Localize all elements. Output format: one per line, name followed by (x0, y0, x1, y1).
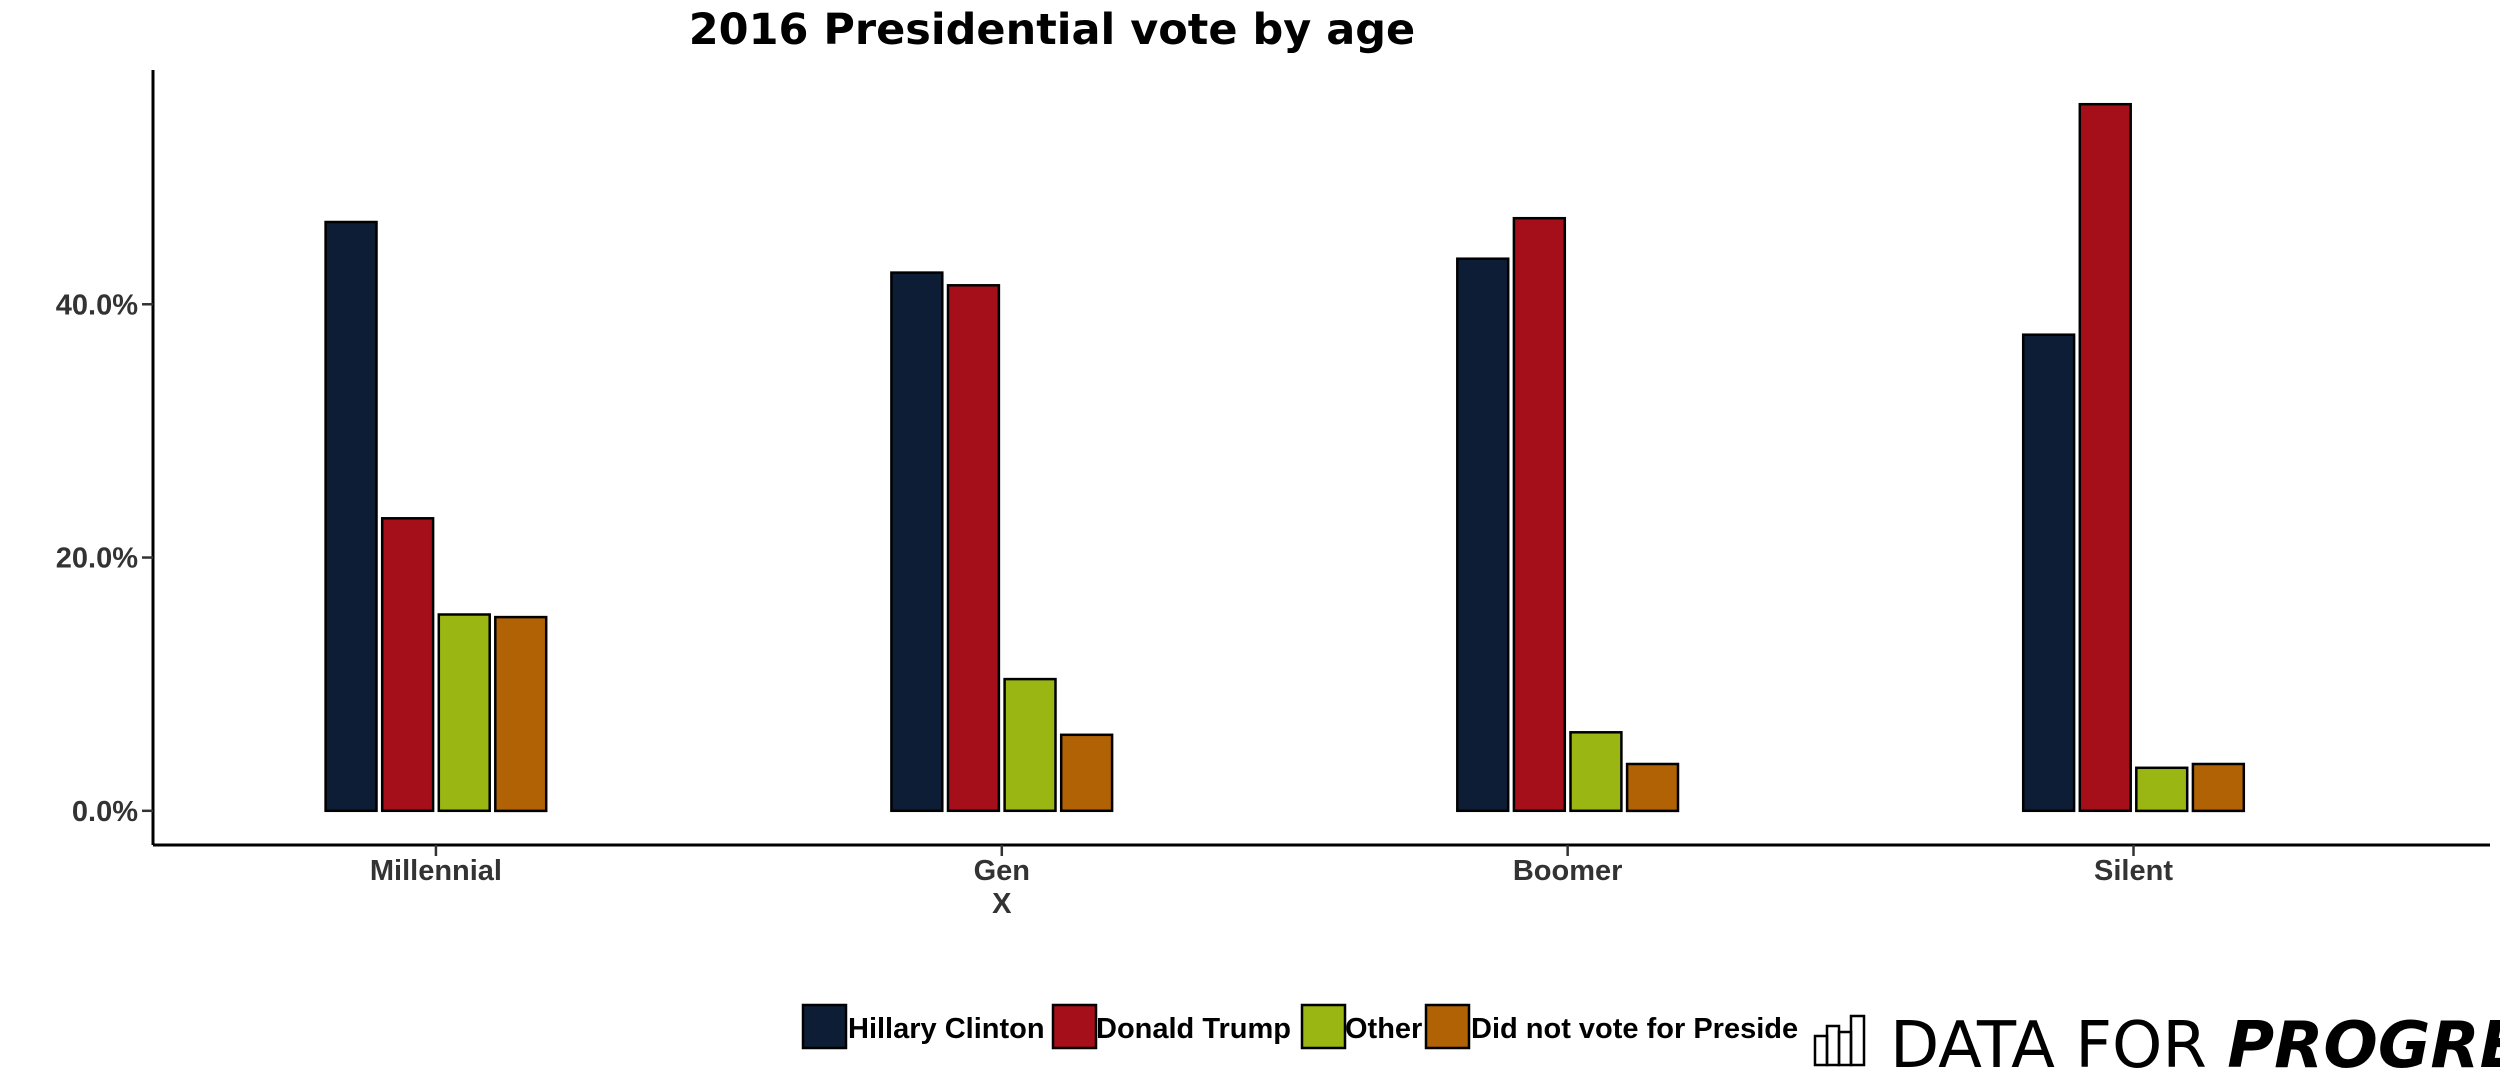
bar-boomer-donald-trump (1512, 216, 1567, 813)
x-tick-label: Millennial (370, 855, 502, 887)
legend-label: Did not vote for Preside (1471, 1013, 1798, 1045)
y-tick-label: 20.0% (56, 543, 138, 575)
brand-wordmark: DATA FOR PROGRESS (1890, 1009, 2500, 1079)
bar-silent-hillary-clinton (2021, 333, 2076, 813)
x-tick-label: Silent (2094, 855, 2173, 887)
bar-millennial-did-not-vote-for-president (494, 615, 548, 813)
x-tick-label: Boomer (1513, 855, 1623, 887)
bar-silent-did-not-vote-for-president (2191, 762, 2246, 813)
bar-boomer-hillary-clinton (1456, 257, 1510, 813)
legend-key-other (1300, 1003, 1347, 1050)
legend-key-did-not-vote-for-president (1424, 1003, 1471, 1050)
bar-silent-donald-trump (2078, 102, 2132, 813)
brand-text-strong: PROGRESS (2227, 1009, 2500, 1079)
bar-gen-x-did-not-vote-for-president (1059, 733, 1114, 813)
legend-key-donald-trump (1051, 1003, 1098, 1050)
legend-label: Donald Trump (1096, 1013, 1291, 1045)
bar-gen-x-donald-trump (946, 284, 1001, 813)
legend-label: Other (1345, 1013, 1422, 1045)
bar-boomer-did-not-vote-for-president (1625, 762, 1680, 813)
axes-layer: 0.0% 20.0% 40.0% Millennial Gen X Boomer Silent (56, 70, 2490, 920)
legend-key-hillary-clinton (801, 1003, 848, 1050)
brand-text-plain: DATA FOR (1890, 1009, 2227, 1079)
legend: Hillary Clinton Donald Trump Other Did not … (801, 1003, 1798, 1050)
bar-boomer-other (1569, 731, 1623, 813)
y-tick-label: 0.0% (72, 796, 138, 828)
bar-gen-x-hillary-clinton (890, 271, 944, 813)
bar-chart-icon (1813, 1014, 1866, 1067)
bars-layer (324, 102, 2246, 813)
brand-logo: DATA FOR PROGRESS (1813, 1009, 2500, 1079)
y-tick-label: 40.0% (56, 289, 138, 321)
bar-millennial-other (437, 613, 491, 813)
bar-gen-x-other (1003, 677, 1057, 813)
x-tick-label: Gen X (974, 855, 1030, 920)
bar-millennial-donald-trump (380, 517, 435, 813)
bar-millennial-hillary-clinton (324, 220, 378, 813)
legend-label: Hillary Clinton (848, 1013, 1045, 1045)
bar-silent-other (2135, 766, 2189, 813)
chart-title: 2016 Presidential vote by age (689, 5, 1415, 55)
